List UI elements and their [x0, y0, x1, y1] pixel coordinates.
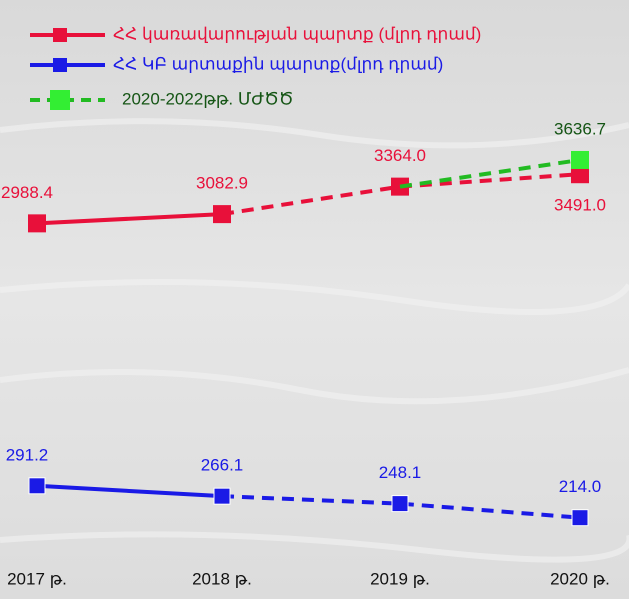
data-label: 2988.4 — [1, 183, 53, 202]
marker — [28, 214, 46, 233]
data-label: 3082.9 — [196, 174, 248, 193]
data-label: 3491.0 — [554, 196, 606, 215]
x-tick-label: 2019 թ. — [370, 569, 430, 588]
marker — [213, 487, 231, 505]
marker — [28, 477, 46, 495]
legend-label: ՀՀ կառավարության պարտք (մլրդ դրամ) — [113, 24, 481, 43]
marker — [213, 205, 231, 224]
x-tick-label: 2017 թ. — [7, 569, 67, 588]
line-dashed — [399, 157, 581, 189]
marker — [391, 495, 409, 513]
x-tick-label: 2020 թ. — [550, 569, 610, 588]
data-label: 248.1 — [379, 463, 422, 482]
legend-marker — [53, 28, 67, 42]
data-label: 291.2 — [6, 445, 49, 464]
data-label: 3636.7 — [554, 119, 606, 138]
line — [36, 212, 223, 226]
data-label: 266.1 — [201, 456, 244, 475]
marker — [571, 150, 589, 169]
data-label: 214.0 — [559, 477, 602, 496]
marker — [571, 165, 589, 184]
legend-label: 2020-2022թթ. ՄԺԾԾ — [122, 89, 293, 108]
marker — [571, 509, 589, 527]
legend-marker — [53, 58, 67, 72]
data-label: 3364.0 — [374, 146, 426, 165]
line — [36, 483, 223, 499]
legend-label: ՀՀ ԿԲ արտաքին պարտք(մլրդ դրամ) — [113, 54, 443, 73]
texture — [0, 118, 629, 563]
x-tick-label: 2018 թ. — [192, 569, 252, 588]
legend-marker — [50, 90, 70, 110]
